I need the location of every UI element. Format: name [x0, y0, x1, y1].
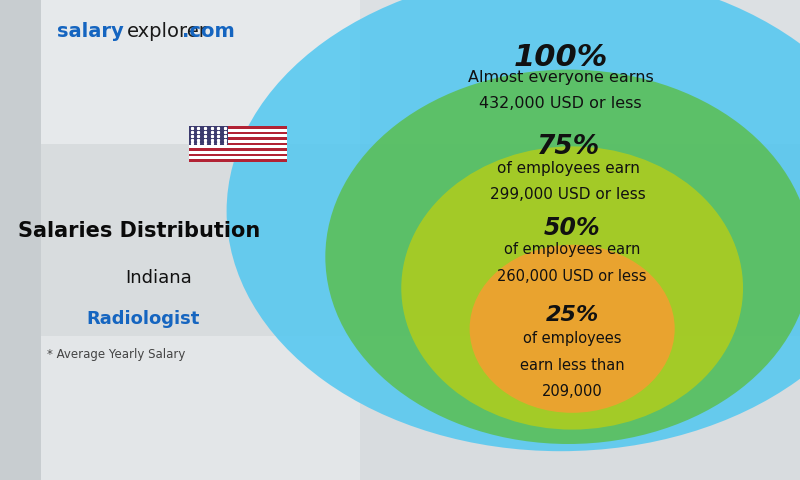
Text: * Average Yearly Salary: * Average Yearly Salary: [47, 348, 186, 361]
Bar: [189, 126, 287, 129]
Ellipse shape: [226, 0, 800, 451]
Text: 100%: 100%: [514, 43, 608, 72]
Text: Almost everyone earns: Almost everyone earns: [468, 70, 654, 84]
Ellipse shape: [402, 146, 743, 430]
Ellipse shape: [326, 70, 800, 444]
Bar: [189, 137, 287, 140]
Bar: [41, 0, 800, 144]
Bar: [189, 132, 287, 134]
Text: 299,000 USD or less: 299,000 USD or less: [490, 187, 646, 202]
Text: 75%: 75%: [537, 134, 600, 160]
Bar: [189, 151, 287, 154]
Text: Indiana: Indiana: [125, 269, 192, 287]
Text: 50%: 50%: [544, 216, 601, 240]
Text: 432,000 USD or less: 432,000 USD or less: [479, 96, 642, 111]
Bar: [41, 144, 800, 336]
Text: .com: .com: [182, 22, 234, 41]
Bar: [189, 126, 228, 145]
Bar: [189, 156, 287, 159]
Text: of employees earn: of employees earn: [504, 242, 640, 257]
Bar: [41, 336, 800, 480]
Bar: [189, 148, 287, 151]
Text: salary: salary: [58, 22, 124, 41]
Text: Radiologist: Radiologist: [86, 310, 200, 328]
Bar: [189, 154, 287, 156]
Bar: [189, 129, 287, 132]
Bar: [41, 0, 359, 480]
Text: 25%: 25%: [546, 305, 598, 325]
Text: of employees earn: of employees earn: [497, 161, 640, 176]
Bar: [189, 159, 287, 162]
Bar: [189, 134, 287, 137]
Bar: [189, 143, 287, 145]
Text: 260,000 USD or less: 260,000 USD or less: [498, 269, 647, 284]
Ellipse shape: [470, 245, 674, 413]
Text: earn less than: earn less than: [520, 358, 625, 372]
Text: explorer: explorer: [127, 22, 208, 41]
Text: 209,000: 209,000: [542, 384, 602, 399]
Text: Salaries Distribution: Salaries Distribution: [18, 221, 260, 241]
Text: of employees: of employees: [523, 331, 622, 346]
Bar: [189, 145, 287, 148]
Bar: [189, 140, 287, 143]
